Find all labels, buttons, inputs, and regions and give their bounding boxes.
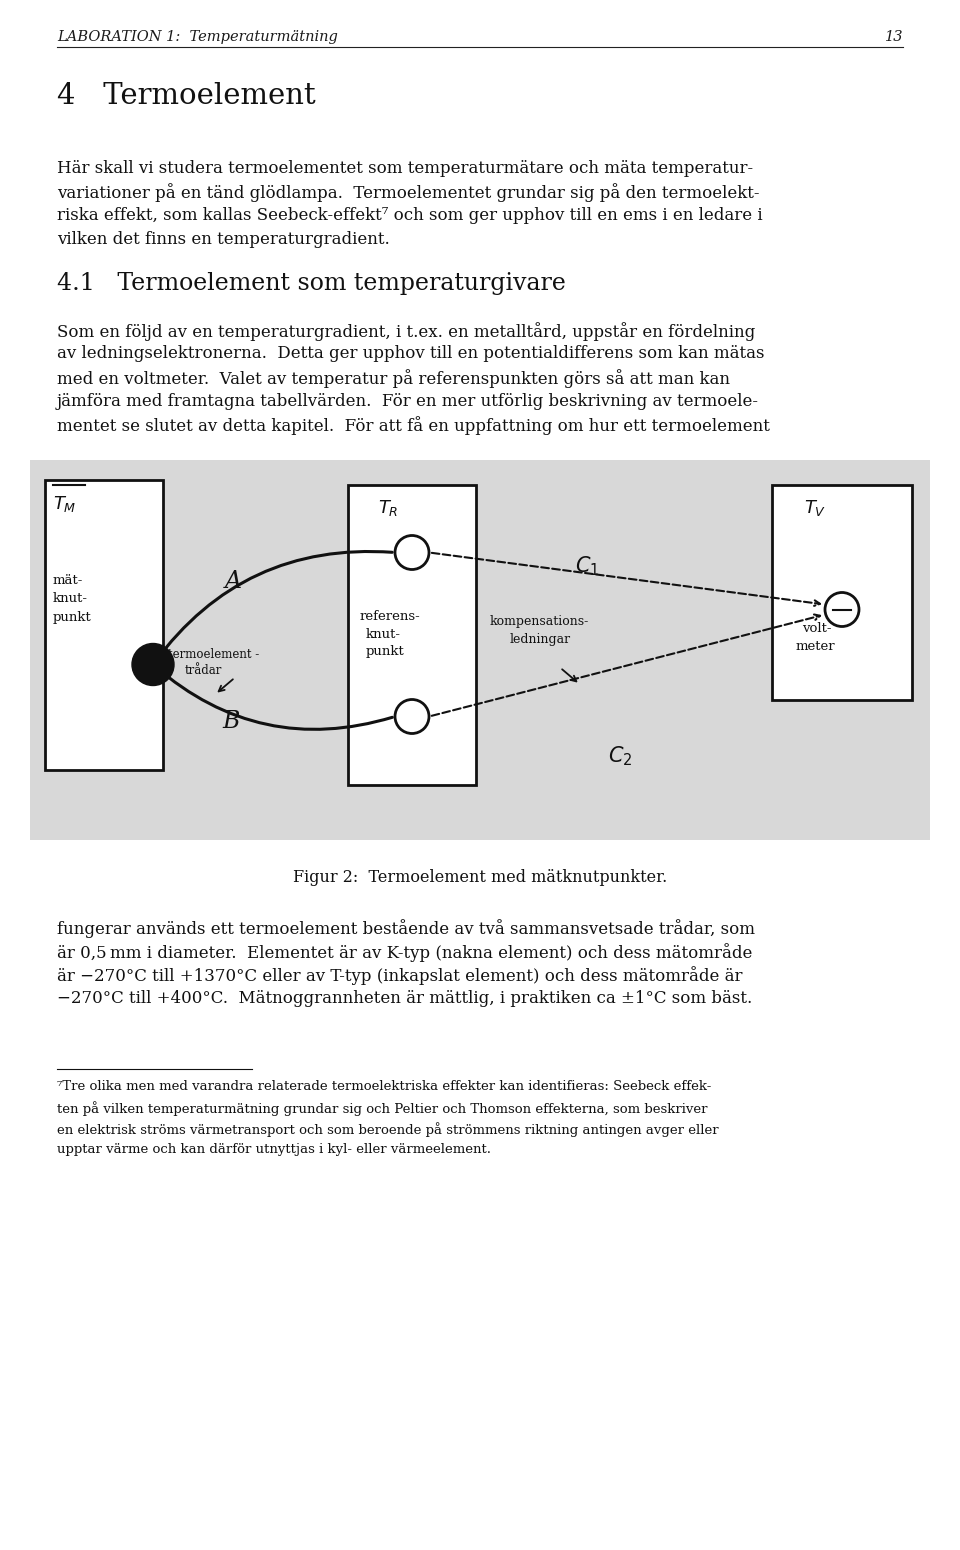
Text: av ledningselektronerna.  Detta ger upphov till en potentialdifferens som kan mä: av ledningselektronerna. Detta ger uppho… bbox=[57, 346, 764, 363]
Text: termoelement -: termoelement - bbox=[168, 648, 259, 660]
Text: fungerar används ett termoelement bestående av två sammansvetsade trådar, som: fungerar används ett termoelement beståe… bbox=[57, 919, 755, 938]
Text: mentet se slutet av detta kapitel.  För att få en uppfattning om hur ett termoel: mentet se slutet av detta kapitel. För a… bbox=[57, 415, 770, 436]
Text: Figur 2:  Termoelement med mätknutpunkter.: Figur 2: Termoelement med mätknutpunkter… bbox=[293, 870, 667, 887]
Text: ledningar: ledningar bbox=[510, 632, 571, 645]
Text: punkt: punkt bbox=[53, 611, 92, 623]
Text: $T_M$: $T_M$ bbox=[53, 493, 77, 513]
Text: ten på vilken temperaturmätning grundar sig och Peltier och Thomson effekterna, : ten på vilken temperaturmätning grundar … bbox=[57, 1102, 708, 1116]
Text: Här skall vi studera termoelementet som temperaturmätare och mäta temperatur-: Här skall vi studera termoelementet som … bbox=[57, 160, 754, 177]
Text: A: A bbox=[225, 569, 242, 592]
Bar bbox=[45, 479, 163, 769]
Text: $T_R$: $T_R$ bbox=[378, 499, 398, 519]
Text: är −270°C till +1370°C eller av T-typ (inkapslat element) och dess mätområde är: är −270°C till +1370°C eller av T-typ (i… bbox=[57, 967, 742, 986]
Text: $C_2$: $C_2$ bbox=[608, 744, 633, 769]
Text: en elektrisk ströms värmetransport och som beroende på strömmens riktning anting: en elektrisk ströms värmetransport och s… bbox=[57, 1122, 719, 1138]
Bar bbox=[348, 485, 476, 784]
Text: $C_1$: $C_1$ bbox=[575, 555, 599, 578]
Text: Som en följd av en temperaturgradient, i t.ex. en metalltård, uppstår en fördeln: Som en följd av en temperaturgradient, i… bbox=[57, 322, 756, 341]
Text: LABORATION 1:  Temperaturmätning: LABORATION 1: Temperaturmätning bbox=[57, 29, 338, 43]
Text: kompensations-: kompensations- bbox=[490, 614, 589, 628]
Text: 4   Termoelement: 4 Termoelement bbox=[57, 82, 316, 110]
Text: volt-: volt- bbox=[802, 623, 831, 636]
Text: ⁷Tre olika men med varandra relaterade termoelektriska effekter kan identifieras: ⁷Tre olika men med varandra relaterade t… bbox=[57, 1080, 711, 1093]
Text: B: B bbox=[222, 710, 239, 733]
Text: mät-: mät- bbox=[53, 575, 84, 587]
Bar bbox=[30, 459, 930, 840]
Text: jämföra med framtagna tabellvärden.  För en mer utförlig beskrivning av termoele: jämföra med framtagna tabellvärden. För … bbox=[57, 392, 759, 409]
Text: knut-: knut- bbox=[53, 592, 88, 606]
Circle shape bbox=[825, 592, 859, 626]
Text: referens-: referens- bbox=[360, 609, 420, 623]
Text: 4.1   Termoelement som temperaturgivare: 4.1 Termoelement som temperaturgivare bbox=[57, 271, 565, 294]
Text: vilken det finns en temperaturgradient.: vilken det finns en temperaturgradient. bbox=[57, 231, 390, 248]
Text: 13: 13 bbox=[884, 29, 903, 43]
Text: är 0,5 mm i diameter.  Elementet är av K-typ (nakna element) och dess mätområde: är 0,5 mm i diameter. Elementet är av K-… bbox=[57, 942, 753, 963]
Text: knut-: knut- bbox=[366, 628, 401, 640]
Text: variationer på en tänd glödlampa.  Termoelementet grundar sig på den termoelekt-: variationer på en tänd glödlampa. Termoe… bbox=[57, 183, 759, 203]
Text: −270°C till +400°C.  Mätnoggrannheten är mättlig, i praktiken ca ±1°C som bäst.: −270°C till +400°C. Mätnoggrannheten är … bbox=[57, 990, 753, 1008]
Circle shape bbox=[132, 643, 174, 685]
Text: punkt: punkt bbox=[366, 645, 405, 659]
Circle shape bbox=[395, 699, 429, 733]
Text: meter: meter bbox=[796, 640, 835, 654]
Text: riska effekt, som kallas Seebeck-effekt⁷ och som ger upphov till en ems i en led: riska effekt, som kallas Seebeck-effekt⁷… bbox=[57, 208, 762, 225]
Circle shape bbox=[395, 535, 429, 569]
Text: med en voltmeter.  Valet av temperatur på referenspunkten görs så att man kan: med en voltmeter. Valet av temperatur på… bbox=[57, 369, 730, 388]
Bar bbox=[772, 485, 912, 699]
Text: $T_V$: $T_V$ bbox=[804, 499, 827, 519]
Text: upptar värme och kan därför utnyttjas i kyl- eller värmeelement.: upptar värme och kan därför utnyttjas i … bbox=[57, 1144, 491, 1156]
Text: trådar: trådar bbox=[185, 663, 223, 676]
